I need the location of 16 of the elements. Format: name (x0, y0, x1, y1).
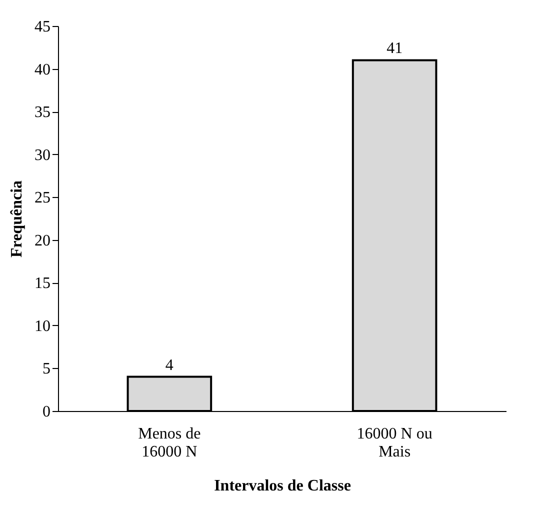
y-tick-label: 35 (34, 104, 50, 122)
y-tick-label: 20 (34, 232, 50, 250)
x-tick-label: Menos de 16000 N (138, 426, 201, 460)
y-tick-label: 30 (34, 146, 50, 164)
x-tick-label: 16000 N ou Mais (356, 426, 432, 460)
y-axis-title: Frequência (8, 180, 26, 258)
y-tick-label: 40 (34, 61, 50, 78)
x-axis-title: Intervalos de Classe (214, 478, 351, 494)
data-label: 4 (165, 356, 174, 374)
data-label: 41 (386, 40, 403, 58)
y-tick-label: 5 (42, 360, 50, 378)
y-tick-label: 25 (34, 190, 50, 207)
y-tick-label: 10 (34, 318, 50, 335)
y-tick-label: 45 (34, 18, 50, 36)
y-tick-label: 15 (34, 275, 50, 292)
y-tick-label: 0 (42, 404, 50, 420)
